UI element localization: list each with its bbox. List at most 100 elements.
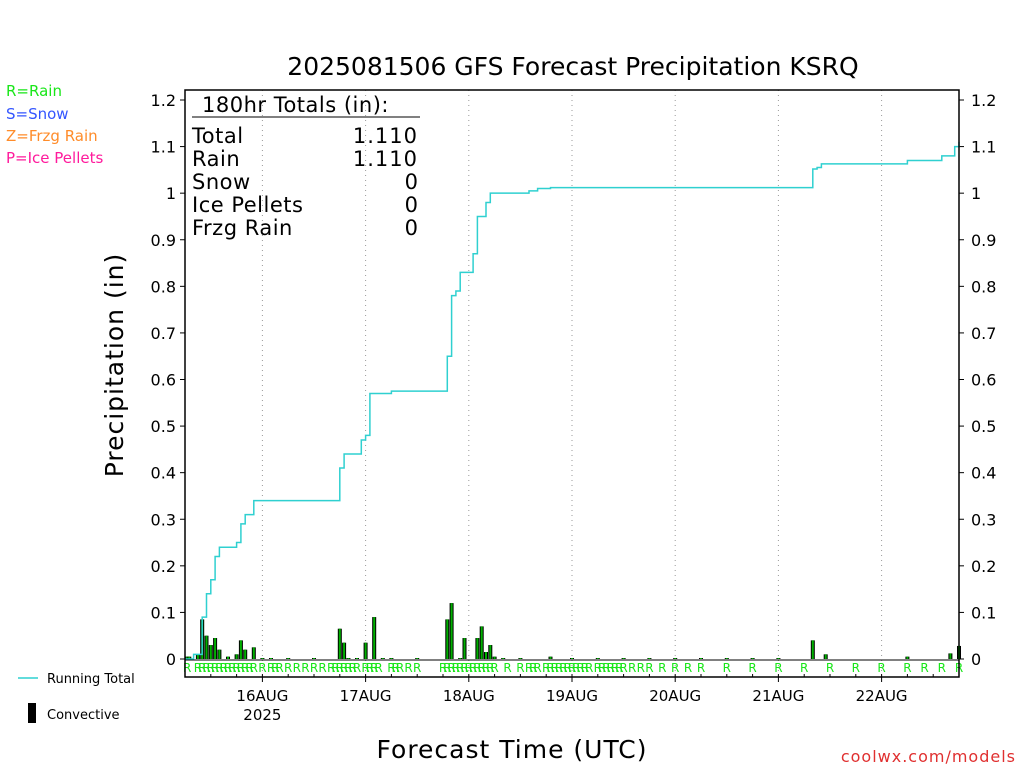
ptype-marker-rain: R [202, 661, 210, 675]
ptype-marker-rain: R [877, 661, 885, 675]
ptype-marker-rain: R [301, 661, 309, 675]
plot-frame [184, 89, 960, 678]
precip-bar-fill [480, 626, 483, 659]
ptype-marker-rain: R [327, 661, 335, 675]
ptype-marker-rain: R [413, 661, 421, 675]
ptype-marker-rain: R [194, 661, 202, 675]
ptype-marker-rain: R [473, 661, 481, 675]
totals-rain-label: Rain [192, 147, 240, 171]
precip-bar-fill [186, 656, 189, 659]
precip-bar-fill [287, 658, 290, 659]
ptype-marker-rain: R [245, 661, 253, 675]
totals-ice-pellets-label: Ice Pellets [192, 193, 303, 217]
ptype-marker-rain: R [529, 661, 537, 675]
totals-snow-value: 0 [405, 170, 418, 194]
x-tick-label: 19AUG [546, 687, 598, 705]
y-axis-label: Precipitation (in) [100, 253, 129, 478]
ptype-marker-rain: R [318, 661, 326, 675]
ptype-marker-rain: R [353, 661, 361, 675]
x-tick-label: 16AUG [236, 687, 288, 705]
precip-bar-fill [549, 656, 552, 659]
precip-bar-fill [751, 658, 754, 659]
precip-bar-fill [622, 658, 625, 659]
ptype-marker-rain: R [938, 661, 946, 675]
ptype-marker-rain: R [903, 661, 911, 675]
ptype-marker-rain: R [637, 661, 645, 675]
ptype-marker-rain: R [645, 661, 653, 675]
ptype-marker-rain: R [215, 661, 223, 675]
ptype-marker-rain: R [447, 661, 455, 675]
ptype-marker-rain: R [207, 661, 215, 675]
y-tick-label-left: 1.2 [151, 91, 176, 110]
ptype-marker-rain: R [684, 661, 692, 675]
ptype-marker-rain: R [774, 661, 782, 675]
ptype-marker-rain: R [392, 661, 400, 675]
precip-bar-fill [227, 656, 229, 659]
ptype-marker-rain: R [697, 661, 705, 675]
precip-bar-fill [725, 658, 728, 659]
precip-bar-fill [252, 647, 255, 659]
precip-bar-fill [450, 603, 453, 659]
totals-ice-pellets-value: 0 [405, 193, 418, 217]
y-tick-label-right: 1.2 [971, 91, 996, 110]
ptype-marker-rain: R [284, 661, 292, 675]
y-tick-label-left: 1.1 [151, 138, 176, 157]
totals-frzg-rain-value: 0 [405, 216, 418, 240]
ptype-marker-rain: R [559, 661, 567, 675]
precip-bar-fill [209, 645, 212, 659]
ptype-marker-rain: R [336, 661, 344, 675]
precip-bar-fill [270, 658, 272, 659]
precip-bar-fill [205, 635, 208, 659]
ptype-marker-rain: R [581, 661, 589, 675]
ptype-marker-rain: R [469, 661, 477, 675]
ptype-marker-rain: R [361, 661, 369, 675]
precip-bar-fill [674, 658, 677, 659]
precip-bar-fill [188, 656, 191, 659]
ptype-marker-rain: R [598, 661, 606, 675]
y-tick-label-right: 0 [971, 650, 981, 669]
precip-bar-fill [214, 638, 217, 659]
precip-bar-fill [416, 658, 419, 659]
ptype-marker-rain: R [546, 661, 554, 675]
totals-snow-label: Snow [192, 170, 251, 194]
y-tick-label-left: 0 [166, 650, 176, 669]
ptype-marker-rain: R [267, 661, 275, 675]
precip-bar-fill [390, 658, 393, 659]
precip-bar-fill [364, 642, 367, 659]
ptype-marker-rain: R [478, 661, 486, 675]
ptype-marker-rain: R [250, 661, 258, 675]
y-tick-label-right: 0.7 [971, 324, 996, 343]
ptype-marker-rain: R [628, 661, 636, 675]
ptype-marker-rain: R [671, 661, 679, 675]
ptype-marker-rain: R [439, 661, 447, 675]
ptype-marker-rain: R [482, 661, 490, 675]
legend-ice-pellets: P=Ice Pellets [6, 149, 103, 167]
precip-bar-fill [485, 652, 487, 659]
x-tick-label: 22AUG [856, 687, 908, 705]
precip-bar-fill [261, 658, 264, 659]
precip-bar-fill [381, 658, 384, 659]
ptype-marker-rain: R [852, 661, 860, 675]
ptype-marker-rain: R [452, 661, 460, 675]
precip-bar-fill [700, 658, 702, 659]
ptype-marker-rain: R [198, 661, 206, 675]
watermark: coolwx.com/models [841, 747, 1016, 766]
ptype-marker-rain: R [585, 661, 593, 675]
legend-rain: R=Rain [6, 82, 62, 100]
precip-bar-fill [519, 658, 522, 659]
ptype-marker-rain: R [340, 661, 348, 675]
legend-frzg-rain: Z=Frzg Rain [6, 127, 98, 145]
ptype-marker-rain: R [374, 661, 382, 675]
ptype-marker-rain: R [387, 661, 395, 675]
precip-bar-fill [239, 640, 242, 659]
ptype-marker-rain: R [211, 661, 219, 675]
legend-snow: S=Snow [6, 105, 69, 123]
x-tick-label: 21AUG [752, 687, 804, 705]
precip-bar-fill [906, 656, 909, 659]
chart-title: 2025081506 GFS Forecast Precipitation KS… [287, 52, 858, 81]
ptype-marker-rain: R [237, 661, 245, 675]
precip-bar-fill [313, 658, 315, 659]
y-ticks: 0 00.1 0.10.2 0.20.3 0.30.4 0.40.5 0.50.6 0.60.… [151, 91, 997, 669]
ptype-legend: R=Rain S=Snow Z=Frzg Rain P=Ice Pellets [6, 82, 103, 167]
